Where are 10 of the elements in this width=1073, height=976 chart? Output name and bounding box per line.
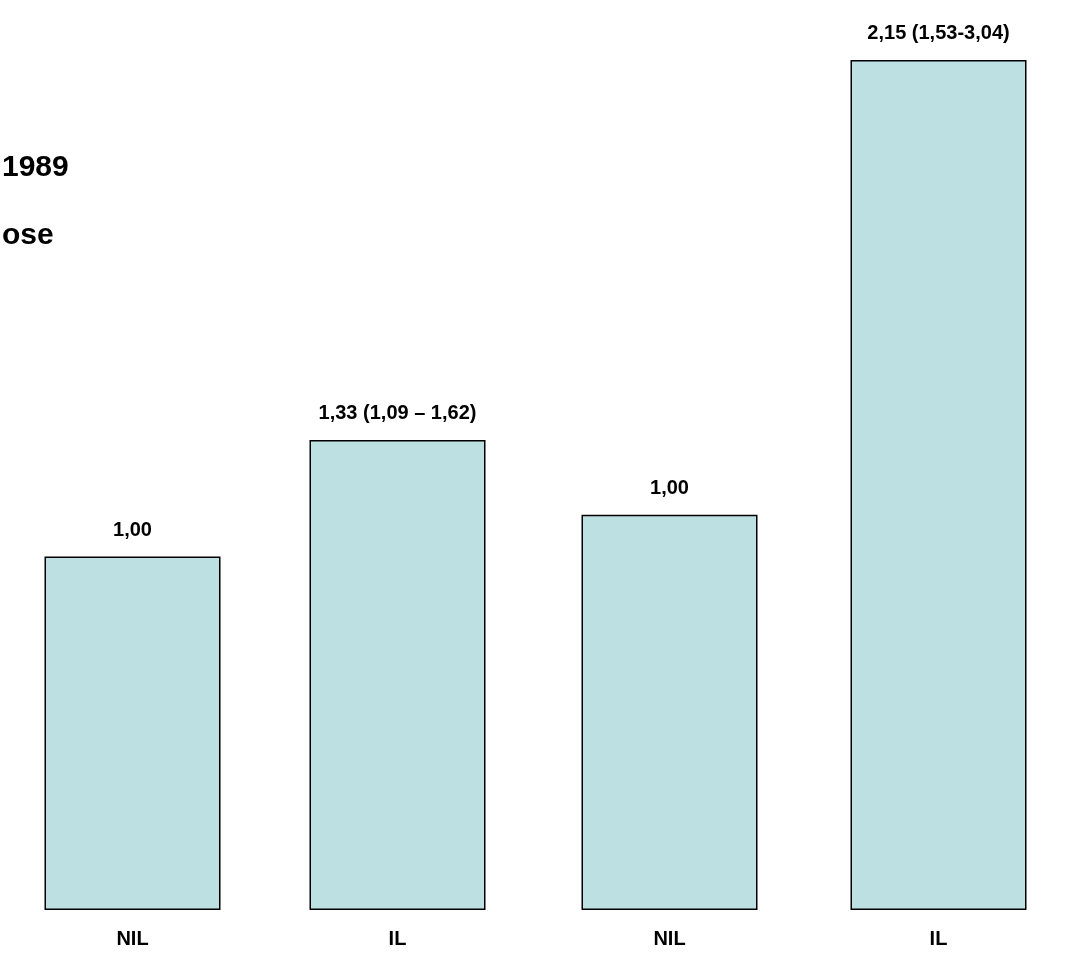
x-tick-label: NIL: [116, 927, 149, 949]
data-label: 1,33 (1,09 – 1,62): [318, 401, 477, 423]
text: ose: [2, 216, 54, 250]
text: 1989: [2, 148, 69, 182]
data-label: 1,00: [650, 475, 689, 498]
x-tick-label: NIL: [653, 927, 686, 949]
x-tick-label: IL: [929, 927, 948, 949]
data-label: 2,15 (1,53-3,04): [867, 21, 1010, 43]
data-label: 1,00: [113, 517, 152, 540]
x-tick-label: IL: [388, 927, 407, 949]
